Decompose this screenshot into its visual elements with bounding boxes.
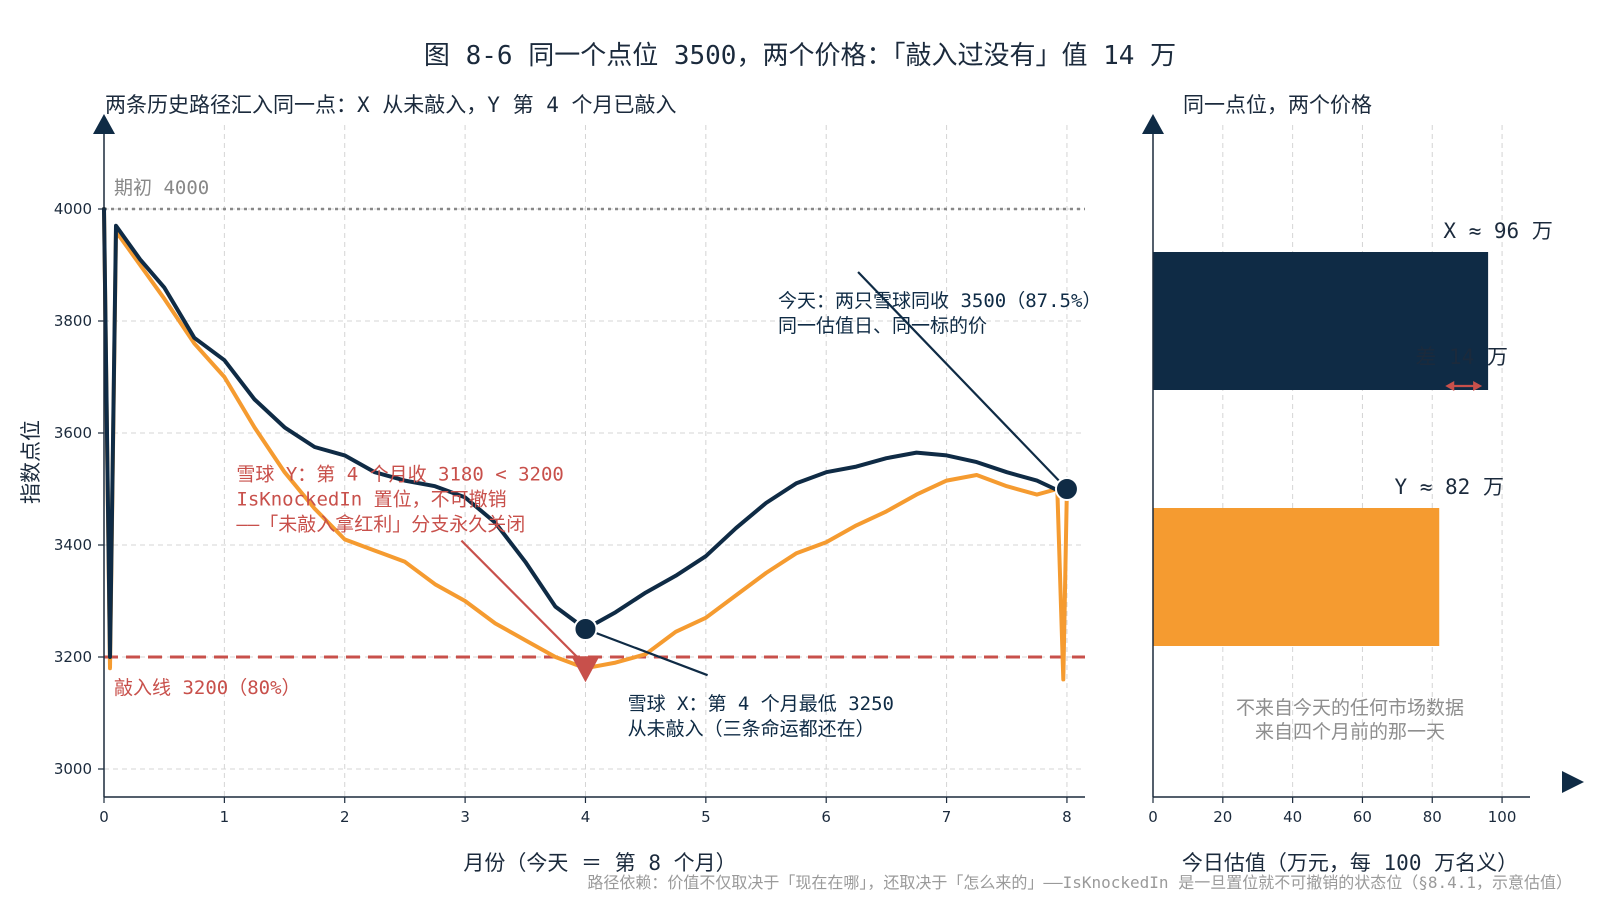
annotation-line: 雪球 X：第 4 个月最低 3250 — [628, 693, 894, 715]
y-tick-label: 3800 — [54, 312, 92, 330]
annotations: 雪球 Y：第 4 个月收 3180 < 3200 IsKnockedIn 置位，不… — [236, 290, 1101, 740]
y-axis-arrow — [93, 114, 115, 134]
x-tick-label: 1 — [220, 808, 230, 826]
y-axis-label: 指数点位 — [19, 420, 43, 504]
bar-value-label: X ≈ 96 万 — [1443, 219, 1553, 243]
bar-x — [1153, 252, 1489, 390]
line-panel: 两条历史路径汇入同一点：X 从未敲入，Y 第 4 个月已敲入 期初 4000 敲入… — [19, 93, 1101, 875]
bar-y-axis-arrow — [1142, 114, 1164, 134]
bar-panel-subtitle: 同一点位，两个价格 — [1183, 93, 1372, 117]
x-axis-label: 月份（今天 ＝ 第 8 个月） — [463, 851, 736, 875]
marker-triangle — [571, 656, 600, 683]
bar-tick-label: 0 — [1148, 808, 1158, 826]
bar-tick-label: 100 — [1488, 808, 1517, 826]
y-tick-label: 3400 — [54, 536, 92, 554]
x-tick-label: 2 — [340, 808, 350, 826]
bar-note-line: 不来自今天的任何市场数据 — [1236, 697, 1464, 719]
difference-arrow-head — [1445, 381, 1455, 391]
bar-tick-label: 40 — [1283, 808, 1302, 826]
annotation-arrow — [857, 271, 1068, 490]
figure-title: 图 8-6 同一个点位 3500，两个价格：「敲入过没有」值 14 万 — [424, 41, 1176, 71]
x-tick-label: 0 — [99, 808, 109, 826]
annotation-line: 雪球 Y：第 4 个月收 3180 < 3200 — [236, 464, 563, 486]
x-tick-label: 6 — [821, 808, 831, 826]
x-tick-label: 4 — [581, 808, 591, 826]
bar-x-axis-label: 今日估值（万元，每 100 万名义） — [1182, 851, 1518, 875]
annotation-line: 同一估值日、同一标的价 — [778, 315, 987, 337]
difference-label: 差 14 万 — [1415, 345, 1508, 369]
annotation-line: IsKnockedIn 置位，不可撤销 — [236, 489, 506, 511]
x-tick-label: 8 — [1062, 808, 1072, 826]
y-tick-label: 3600 — [54, 424, 92, 442]
reference-line-label: 敲入线 3200（80%） — [114, 677, 301, 699]
annotation-arrow — [585, 627, 708, 677]
bar-x-axis-arrow — [1562, 771, 1584, 793]
reference-line-label: 期初 4000 — [114, 177, 209, 199]
bars — [1153, 252, 1489, 646]
footer-note: 路径依赖：价值不仅取决于「现在在哪」，还取决于「怎么来的」——IsKnocked… — [587, 873, 1572, 892]
y-tick-label: 3200 — [54, 648, 92, 666]
line-axes — [93, 114, 1085, 798]
annotation-line: 今天：两只雪球同收 3500（87.5%） — [778, 290, 1101, 312]
bar-ticks: 0 20 40 60 80 100 — [1148, 797, 1516, 826]
reference-lines: 期初 4000 敲入线 3200（80%） — [104, 177, 1085, 699]
x-tick-label: 7 — [942, 808, 952, 826]
bar-tick-label: 80 — [1423, 808, 1442, 826]
y-tick-label: 4000 — [54, 200, 92, 218]
annotation-arrow — [460, 539, 587, 667]
bar-tick-label: 60 — [1353, 808, 1372, 826]
x-tick-label: 3 — [460, 808, 470, 826]
bar-y — [1153, 508, 1440, 646]
bar-note-line: 来自四个月前的那一天 — [1255, 721, 1445, 743]
bar-tick-label: 20 — [1213, 808, 1232, 826]
marker-circle — [573, 617, 598, 641]
marker-circle — [1054, 477, 1079, 501]
annotation-line: 从未敲入（三条命运都还在） — [628, 718, 875, 740]
y-tick-label: 3000 — [54, 760, 92, 778]
series-line-x — [102, 207, 1069, 659]
difference-arrow-head — [1473, 381, 1483, 391]
bar-panel: 同一点位，两个价格 0 20 40 60 80 100 X ≈ 96 万 Y ≈ 82 万 差… — [1142, 93, 1584, 875]
bar-axes — [1142, 114, 1584, 798]
x-tick-label: 5 — [701, 808, 711, 826]
annotation-line: ——「未敲入拿红利」分支永久关闭 — [236, 513, 525, 536]
bar-value-label: Y ≈ 82 万 — [1394, 475, 1504, 499]
series-markers — [571, 477, 1079, 683]
bar-labels: X ≈ 96 万 Y ≈ 82 万 差 14 万不来自今天的任何市场数据来自四个月前… — [1236, 219, 1553, 743]
line-panel-subtitle: 两条历史路径汇入同一点：X 从未敲入，Y 第 4 个月已敲入 — [105, 93, 677, 117]
line-ticks: 0 1 2 3 4 5 6 7 8 3000 3200 3400 3600 3800 4000 — [54, 200, 1072, 826]
annotation-arrows — [460, 271, 1068, 677]
